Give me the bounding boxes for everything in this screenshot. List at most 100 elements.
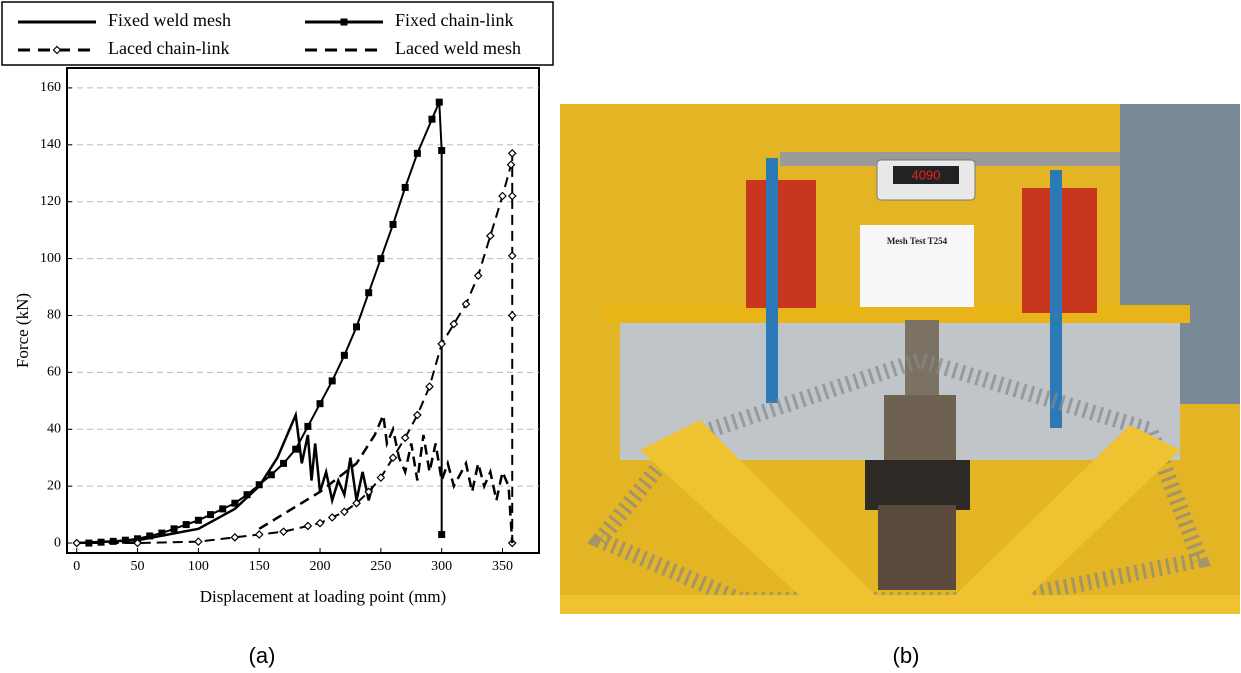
marker — [438, 531, 446, 539]
series-line — [258, 410, 514, 544]
marker — [376, 473, 386, 482]
marker — [327, 513, 337, 522]
legend-box — [1, 1, 554, 66]
marker — [435, 98, 443, 106]
frame-arm — [950, 425, 1180, 614]
beam — [600, 305, 1190, 323]
marker — [485, 231, 495, 241]
x-tick-label: 300 — [431, 559, 452, 574]
x-tick-label: 100 — [188, 559, 209, 574]
sign-title: Mesh Test T254 — [887, 236, 948, 246]
marker — [194, 537, 203, 546]
marker — [280, 459, 288, 467]
x-tick-label: 50 — [131, 559, 145, 574]
load-piston — [884, 395, 956, 465]
marker — [413, 149, 421, 157]
y-tick-label: 60 — [47, 365, 61, 380]
marker — [364, 487, 374, 497]
marker — [507, 191, 517, 201]
y-axis-label: Force (kN) — [13, 293, 32, 368]
legend-label: Fixed weld mesh — [108, 10, 231, 30]
marker — [72, 538, 82, 548]
marker — [304, 422, 312, 430]
y-tick-label: 20 — [47, 478, 61, 493]
marker — [506, 160, 516, 170]
marker — [243, 491, 251, 499]
load-plate — [865, 460, 970, 510]
plot-frame — [66, 67, 540, 554]
marker — [52, 45, 62, 55]
marker — [146, 532, 154, 540]
marker — [85, 539, 93, 547]
marker — [428, 115, 436, 123]
sign — [860, 225, 974, 307]
marker — [507, 251, 517, 261]
display-reading: 4090 — [912, 167, 941, 182]
red-bracket — [746, 180, 816, 308]
marker — [388, 453, 398, 463]
y-tick-label: 140 — [40, 137, 61, 152]
y-tick-label: 120 — [40, 194, 61, 209]
marker — [507, 148, 517, 158]
marker — [315, 518, 325, 528]
x-tick-label: 350 — [492, 559, 513, 574]
marker — [219, 505, 227, 513]
display-screen — [893, 166, 959, 184]
marker — [473, 271, 483, 281]
legend-label: Laced weld mesh — [395, 38, 521, 58]
marker — [255, 481, 263, 489]
marker — [353, 323, 361, 331]
actuator — [766, 158, 778, 403]
top-rail — [780, 152, 1120, 166]
x-axis-label: Displacement at loading point (mm) — [200, 587, 446, 606]
y-tick-label: 40 — [47, 421, 61, 436]
marker — [133, 538, 142, 548]
legend-label: Laced chain-link — [108, 38, 229, 58]
frame-arm — [640, 420, 880, 614]
y-tick-label: 100 — [40, 251, 61, 266]
marker — [194, 516, 202, 524]
marker — [340, 18, 348, 26]
marker — [279, 527, 288, 537]
marker — [461, 299, 471, 309]
actuator — [1050, 170, 1062, 428]
marker — [413, 410, 422, 420]
marker — [292, 445, 300, 453]
marker — [182, 521, 190, 529]
x-tick-label: 250 — [370, 559, 391, 574]
marker — [254, 530, 264, 539]
caption: (a) — [249, 643, 276, 668]
marker — [425, 382, 434, 391]
series-line — [76, 410, 374, 545]
marker — [267, 471, 275, 479]
y-tick-label: 0 — [54, 535, 61, 550]
marker — [109, 537, 117, 545]
marker — [352, 498, 361, 508]
marker — [207, 511, 215, 519]
x-tick-label: 150 — [249, 559, 270, 574]
marker — [158, 529, 166, 537]
marker — [121, 536, 129, 544]
marker — [438, 146, 446, 154]
marker — [389, 220, 397, 228]
marker — [316, 400, 324, 408]
legend-label: Fixed chain-link — [395, 10, 513, 30]
marker — [328, 377, 336, 385]
marker — [365, 289, 373, 297]
marker — [303, 521, 313, 531]
marker — [498, 191, 507, 201]
marker — [437, 339, 447, 349]
marker — [340, 507, 349, 517]
x-tick-label: 0 — [73, 559, 80, 574]
photo: 4090 Mesh Test T254 — [560, 104, 1240, 614]
marker — [377, 255, 385, 263]
x-tick-label: 200 — [310, 559, 331, 574]
frame-base — [560, 595, 1240, 614]
marker — [170, 525, 178, 533]
caption: (b) — [893, 643, 920, 668]
marker — [231, 499, 239, 507]
y-tick-label: 80 — [47, 308, 61, 323]
y-tick-label: 160 — [40, 80, 61, 95]
marker — [400, 433, 410, 443]
